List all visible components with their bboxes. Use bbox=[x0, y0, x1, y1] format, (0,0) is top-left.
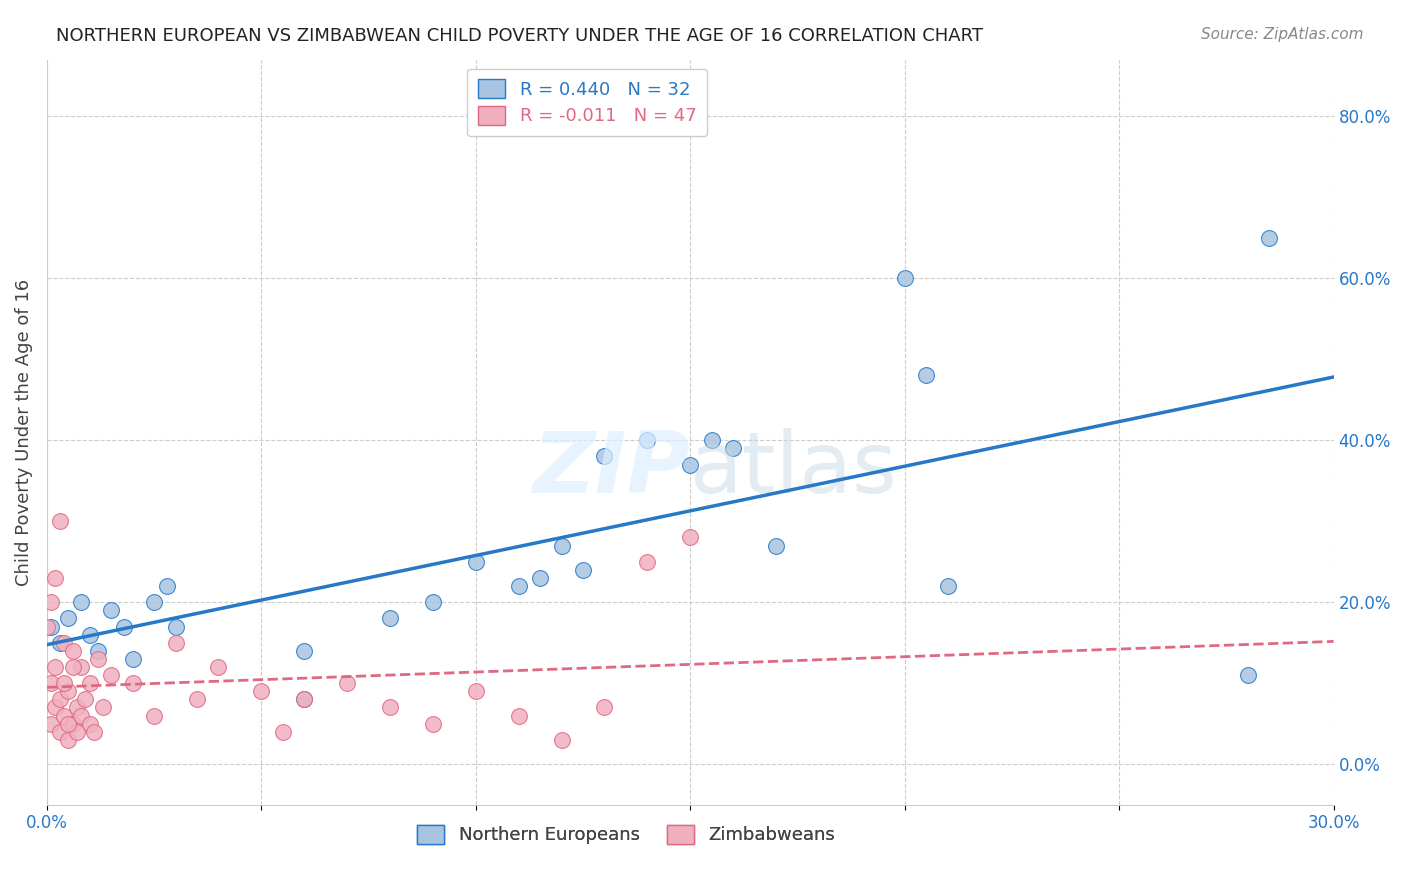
Point bbox=[49, 514, 72, 528]
Point bbox=[936, 579, 959, 593]
Point bbox=[87, 644, 110, 658]
Point bbox=[53, 636, 76, 650]
Point bbox=[165, 619, 187, 633]
Point bbox=[1237, 668, 1260, 682]
Point bbox=[79, 627, 101, 641]
Point bbox=[58, 611, 80, 625]
Point bbox=[636, 555, 658, 569]
Point bbox=[39, 716, 62, 731]
Point bbox=[292, 692, 315, 706]
Text: Source: ZipAtlas.com: Source: ZipAtlas.com bbox=[1201, 27, 1364, 42]
Point bbox=[915, 368, 938, 383]
Point bbox=[53, 708, 76, 723]
Point bbox=[1258, 231, 1281, 245]
Legend: Northern Europeans, Zimbabweans: Northern Europeans, Zimbabweans bbox=[406, 814, 845, 855]
Point bbox=[62, 716, 84, 731]
Point bbox=[70, 595, 93, 609]
Text: atlas: atlas bbox=[690, 428, 898, 511]
Point bbox=[464, 555, 486, 569]
Point bbox=[39, 595, 62, 609]
Point bbox=[593, 450, 616, 464]
Point bbox=[66, 700, 89, 714]
Point bbox=[143, 595, 166, 609]
Text: NORTHERN EUROPEAN VS ZIMBABWEAN CHILD POVERTY UNDER THE AGE OF 16 CORRELATION CH: NORTHERN EUROPEAN VS ZIMBABWEAN CHILD PO… bbox=[56, 27, 983, 45]
Point bbox=[121, 676, 143, 690]
Point bbox=[336, 676, 359, 690]
Point bbox=[893, 271, 915, 285]
Point bbox=[422, 595, 444, 609]
Point bbox=[593, 700, 616, 714]
Point bbox=[58, 716, 80, 731]
Point bbox=[121, 652, 143, 666]
Point bbox=[572, 563, 595, 577]
Point bbox=[156, 579, 179, 593]
Point bbox=[44, 571, 66, 585]
Point bbox=[35, 619, 58, 633]
Point bbox=[292, 692, 315, 706]
Point bbox=[66, 724, 89, 739]
Point bbox=[508, 579, 530, 593]
Point bbox=[87, 652, 110, 666]
Text: ZIP: ZIP bbox=[533, 428, 690, 511]
Point bbox=[79, 676, 101, 690]
Point bbox=[39, 676, 62, 690]
Point bbox=[62, 644, 84, 658]
Point bbox=[765, 539, 787, 553]
Point bbox=[58, 732, 80, 747]
Point bbox=[721, 442, 744, 456]
Point bbox=[186, 692, 208, 706]
Point bbox=[79, 716, 101, 731]
Point bbox=[292, 644, 315, 658]
Point bbox=[378, 611, 401, 625]
Point bbox=[464, 684, 486, 698]
Point bbox=[422, 716, 444, 731]
Point bbox=[250, 684, 273, 698]
Point bbox=[271, 724, 294, 739]
Point bbox=[378, 700, 401, 714]
Point bbox=[165, 636, 187, 650]
Point bbox=[83, 724, 105, 739]
Point bbox=[49, 692, 72, 706]
Point bbox=[70, 708, 93, 723]
Point bbox=[70, 660, 93, 674]
Point bbox=[508, 708, 530, 723]
Point bbox=[100, 603, 122, 617]
Point bbox=[679, 458, 702, 472]
Point bbox=[550, 732, 572, 747]
Point bbox=[44, 700, 66, 714]
Point bbox=[143, 708, 166, 723]
Point bbox=[207, 660, 229, 674]
Point bbox=[550, 539, 572, 553]
Point bbox=[39, 619, 62, 633]
Point bbox=[636, 434, 658, 448]
Point bbox=[679, 530, 702, 544]
Point bbox=[53, 676, 76, 690]
Point bbox=[529, 571, 551, 585]
Point bbox=[44, 660, 66, 674]
Point bbox=[112, 619, 135, 633]
Point bbox=[100, 668, 122, 682]
Point bbox=[91, 700, 114, 714]
Point bbox=[700, 434, 723, 448]
Point bbox=[75, 692, 97, 706]
Point bbox=[49, 724, 72, 739]
Y-axis label: Child Poverty Under the Age of 16: Child Poverty Under the Age of 16 bbox=[15, 278, 32, 586]
Point bbox=[58, 684, 80, 698]
Point bbox=[49, 636, 72, 650]
Point bbox=[62, 660, 84, 674]
